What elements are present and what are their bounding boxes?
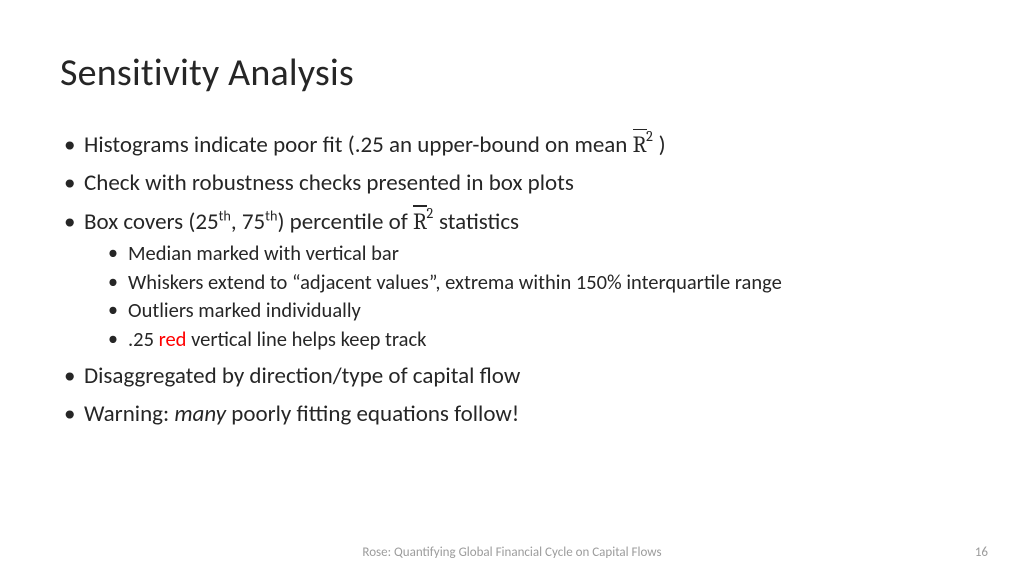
bullet-3-text-d: statistics bbox=[439, 208, 519, 236]
r-letter: R bbox=[633, 131, 647, 158]
bullet-2: Check with robustness checks presented i… bbox=[60, 168, 964, 198]
sub-bullet-2: Whiskers extend to “adjacent values”, ex… bbox=[102, 270, 964, 296]
bullet-5-a: Warning: bbox=[84, 400, 174, 428]
sup-th-2: th bbox=[265, 206, 277, 224]
bullet-1-text-a: Histograms indicate poor fit (.25 an upp… bbox=[84, 131, 633, 159]
bullet-5: Warning: many poorly fitting equations f… bbox=[60, 399, 964, 429]
bullet-list: Histograms indicate poor fit (.25 an upp… bbox=[60, 130, 964, 429]
slide: Sensitivity Analysis Histograms indicate… bbox=[0, 0, 1024, 576]
bullet-5-italic: many bbox=[174, 400, 226, 428]
bullet-3: Box covers (25th, 75th) percentile of R2… bbox=[60, 207, 964, 353]
sub-bullet-1: Median marked with vertical bar bbox=[102, 241, 964, 267]
sub-bullet-4: .25 red vertical line helps keep track bbox=[102, 327, 964, 353]
sub4-red-word: red bbox=[159, 326, 187, 352]
overbar bbox=[633, 129, 647, 131]
sub4-a: .25 bbox=[128, 326, 159, 352]
bullet-1-text-b: ) bbox=[659, 131, 666, 159]
sub-bullet-list: Median marked with vertical bar Whiskers… bbox=[84, 241, 964, 353]
footer-center-text: Rose: Quantifying Global Financial Cycle… bbox=[0, 545, 1024, 560]
r-exponent-2: 2 bbox=[427, 205, 434, 222]
bullet-3-text-b: , 75 bbox=[231, 208, 265, 236]
overbar-2 bbox=[413, 205, 427, 207]
bullet-3-text-c: ) percentile of bbox=[277, 208, 413, 236]
bullet-3-text-a: Box covers (25 bbox=[84, 208, 219, 236]
bullet-4: Disaggregated by direction/type of capit… bbox=[60, 361, 964, 391]
r-exponent: 2 bbox=[646, 128, 653, 145]
r-bar-squared-symbol: R2 bbox=[633, 130, 654, 160]
footer-page-number: 16 bbox=[975, 545, 988, 560]
bullet-5-b: poorly fitting equations follow! bbox=[226, 400, 519, 428]
bullet-1: Histograms indicate poor fit (.25 an upp… bbox=[60, 130, 964, 160]
slide-title: Sensitivity Analysis bbox=[60, 50, 964, 96]
r-bar-squared-symbol-2: R2 bbox=[413, 207, 434, 237]
sub4-b: vertical line helps keep track bbox=[186, 326, 426, 352]
r-letter-2: R bbox=[413, 208, 427, 235]
sup-th-1: th bbox=[219, 206, 231, 224]
sub-bullet-3: Outliers marked individually bbox=[102, 298, 964, 324]
